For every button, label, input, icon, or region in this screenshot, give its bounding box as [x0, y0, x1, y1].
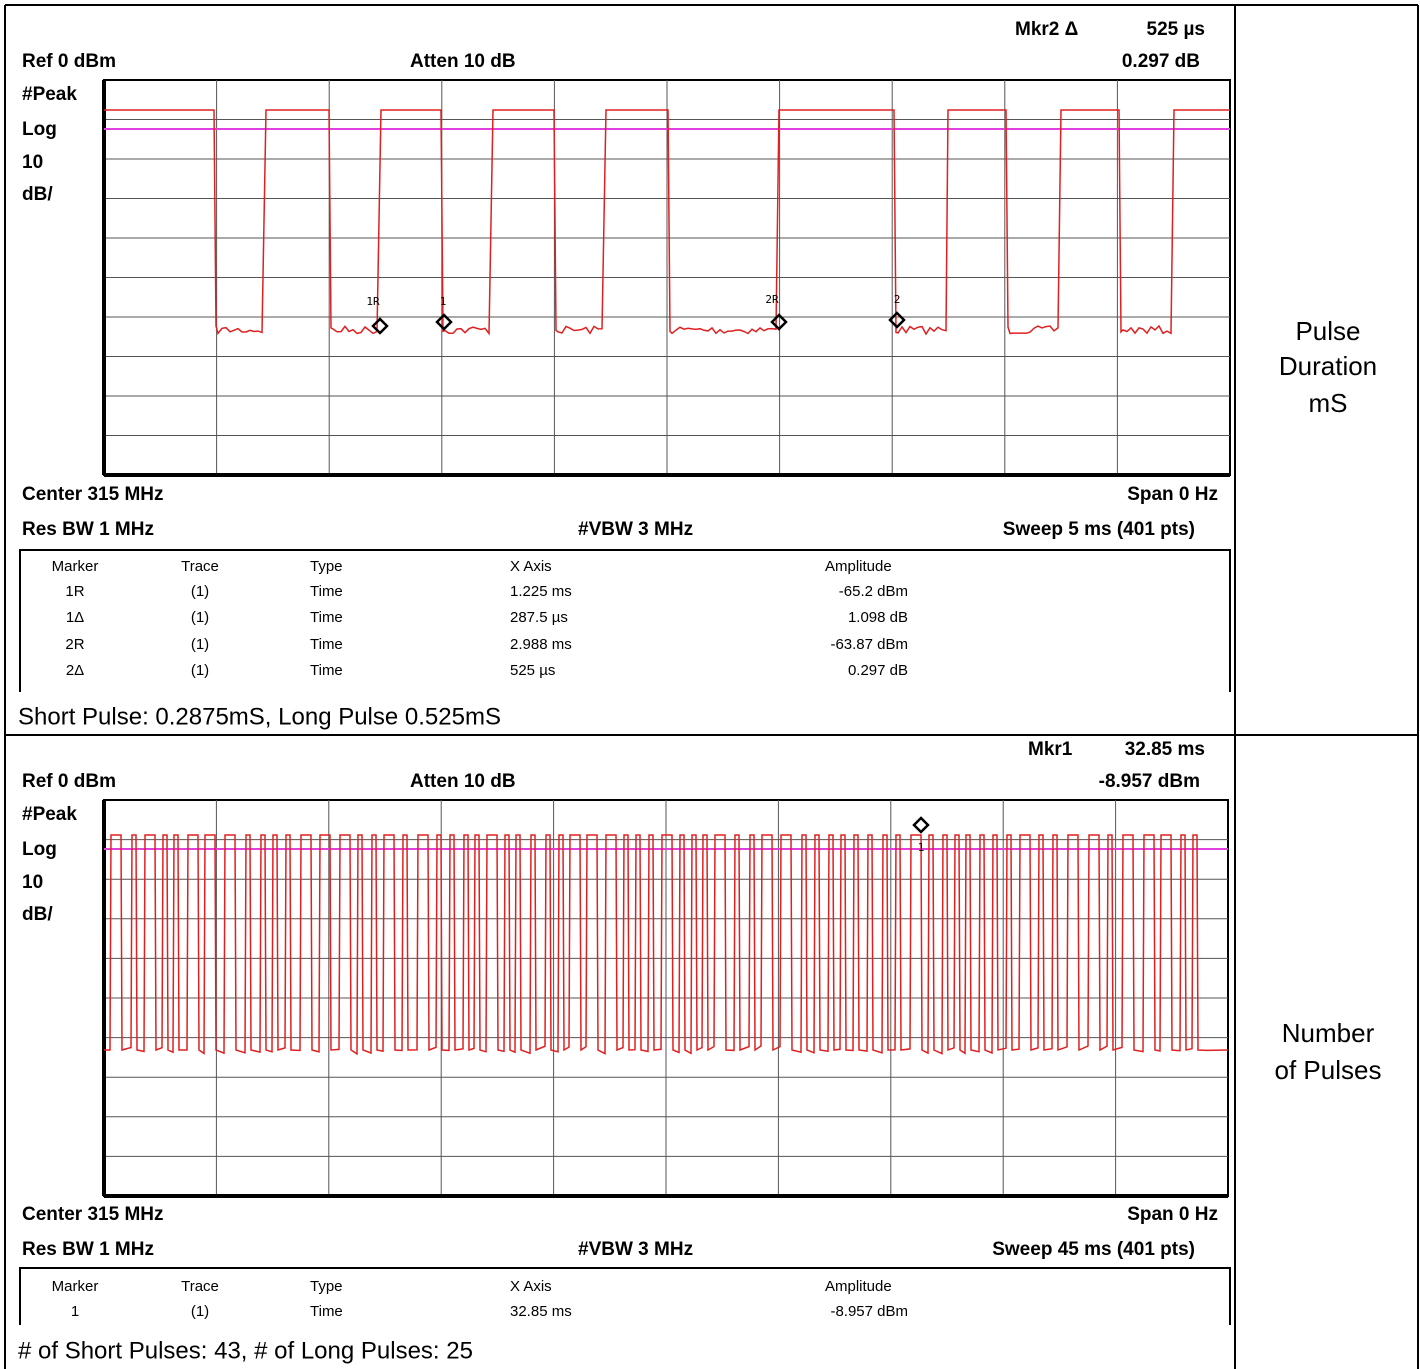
sweep: Sweep 5 ms (401 pts): [1003, 519, 1195, 540]
marker-table-rows: (1): [191, 662, 209, 679]
marker-amplitude: -8.957 dBm: [1099, 771, 1200, 792]
caption: # of Short Pulses: 43, # of Long Pulses:…: [18, 1337, 473, 1364]
marker-table-rows: 2.988 ms: [510, 636, 572, 653]
marker-table-rows: 1: [71, 1303, 79, 1320]
marker-readout-value: 32.85 ms: [1125, 739, 1205, 760]
side-label: of Pulses: [1275, 1055, 1382, 1085]
marker-table-rows: Time: [310, 636, 343, 653]
caption: Short Pulse: 0.2875mS, Long Pulse 0.525m…: [18, 703, 501, 730]
marker-table-columns: Trace: [181, 1278, 219, 1295]
marker-table-columns: X Axis: [510, 558, 552, 575]
marker-table-columns: Marker: [52, 1278, 99, 1295]
marker-table-rows: 2R: [65, 636, 84, 653]
marker-table-rows: 1Δ: [66, 609, 84, 626]
side-label: Number: [1282, 1018, 1375, 1048]
marker-table-rows: 2Δ: [66, 662, 84, 679]
marker-table-columns: Type: [310, 1278, 343, 1295]
marker-table-columns: Marker: [52, 558, 99, 575]
table-frame: [4, 4, 1419, 1369]
side-label: Pulse: [1295, 316, 1360, 346]
marker-table-columns: Trace: [181, 558, 219, 575]
sweep: Sweep 45 ms (401 pts): [992, 1239, 1195, 1260]
graticule: [102, 799, 1229, 1198]
scale: dB/: [22, 904, 53, 925]
marker-table-rows: -65.2 dBm: [839, 583, 908, 600]
graticule: [102, 79, 1231, 477]
atten: Atten 10 dB: [410, 51, 516, 72]
marker-readout: Mkr2 Δ: [1015, 19, 1078, 40]
marker-table-rows: Time: [310, 609, 343, 626]
marker-table-rows: (1): [191, 583, 209, 600]
marker-table-rows: 0.297 dB: [848, 662, 908, 679]
marker-table-rows: 1.098 dB: [848, 609, 908, 626]
marker-label: 1: [918, 841, 925, 854]
vbw: #VBW 3 MHz: [578, 1239, 693, 1260]
marker-table-rows: (1): [191, 1303, 209, 1320]
marker-table-rows: Time: [310, 583, 343, 600]
marker-table-rows: 525 µs: [510, 662, 555, 679]
marker-table-rows: 32.85 ms: [510, 1303, 572, 1320]
marker-table-rows: -8.957 dBm: [830, 1303, 908, 1320]
marker-label: 1: [440, 295, 447, 308]
marker-table-rows: 1.225 ms: [510, 583, 572, 600]
marker-diamond: [912, 816, 930, 834]
marker-diamond: [770, 313, 788, 331]
marker-diamond: [371, 317, 389, 335]
marker-amplitude: 0.297 dB: [1122, 51, 1200, 72]
marker-table-rows: 1R: [65, 583, 84, 600]
atten: Atten 10 dB: [410, 771, 516, 792]
marker-table-frame: [19, 549, 1231, 692]
marker-label: 1R: [366, 295, 380, 308]
marker-table-frame: [19, 1267, 1231, 1325]
marker-table-rows: Time: [310, 662, 343, 679]
marker-table-rows: Time: [310, 1303, 343, 1320]
res-bw: Res BW 1 MHz: [22, 1239, 154, 1260]
span: Span 0 Hz: [1127, 1204, 1218, 1225]
side-label: mS: [1309, 388, 1348, 418]
span: Span 0 Hz: [1127, 484, 1218, 505]
marker-table-rows: (1): [191, 609, 209, 626]
trace: [104, 834, 1229, 1056]
marker-diamond: [888, 311, 906, 329]
marker-readout: Mkr1: [1028, 739, 1073, 760]
scale: Log: [22, 839, 57, 860]
marker-table-columns: X Axis: [510, 1278, 552, 1295]
scale: 10: [22, 872, 43, 893]
ref: Ref 0 dBm: [22, 51, 116, 72]
marker-label: 2: [894, 293, 901, 306]
scale: Log: [22, 119, 57, 140]
marker-readout-value: 525 µs: [1147, 19, 1206, 40]
marker-table-rows: (1): [191, 636, 209, 653]
marker-table-columns: Amplitude: [825, 1278, 892, 1295]
res-bw: Res BW 1 MHz: [22, 519, 154, 540]
marker-diamond: [435, 313, 453, 331]
marker-table-columns: Type: [310, 558, 343, 575]
scale: 10: [22, 152, 43, 173]
marker-table-rows: 287.5 µs: [510, 609, 568, 626]
marker-table-columns: Amplitude: [825, 558, 892, 575]
marker-label: 2R: [765, 293, 779, 306]
center: Center 315 MHz: [22, 484, 164, 505]
center: Center 315 MHz: [22, 1204, 164, 1225]
vbw: #VBW 3 MHz: [578, 519, 693, 540]
scale: #Peak: [22, 84, 77, 105]
marker-table-rows: -63.87 dBm: [830, 636, 908, 653]
scale: #Peak: [22, 804, 77, 825]
trace: [104, 109, 1230, 336]
side-label: Duration: [1279, 351, 1377, 381]
scale: dB/: [22, 184, 53, 205]
ref: Ref 0 dBm: [22, 771, 116, 792]
